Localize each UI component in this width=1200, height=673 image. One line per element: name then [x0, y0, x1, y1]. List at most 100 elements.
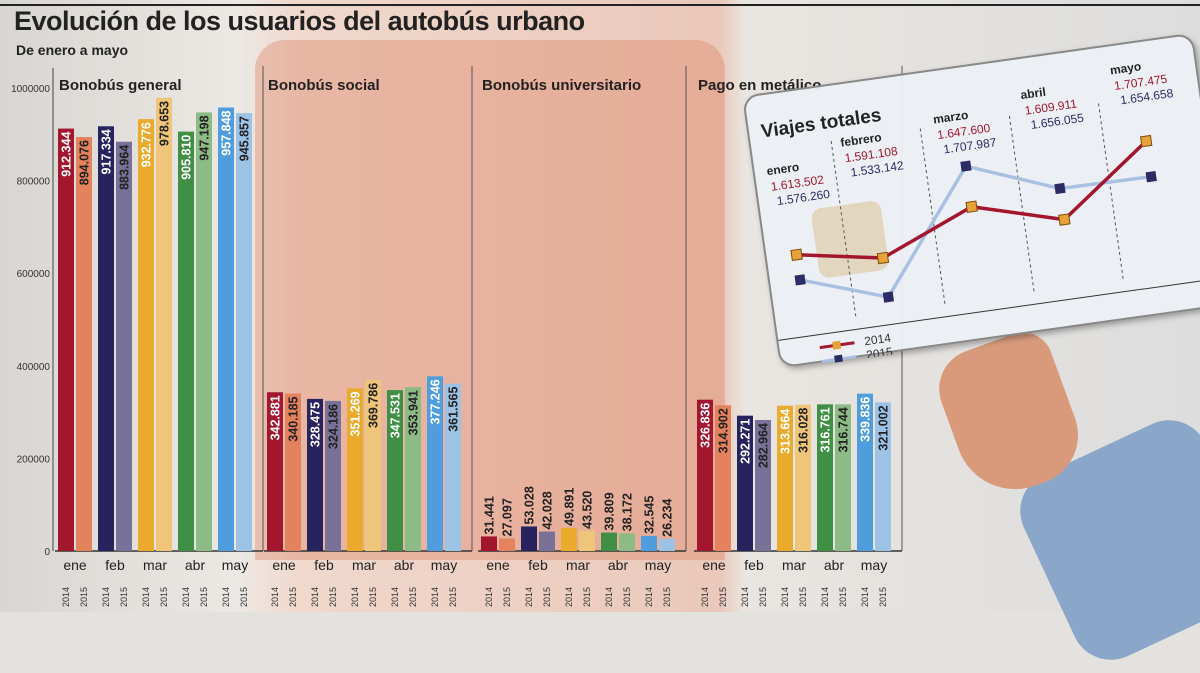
month-label: feb — [105, 557, 125, 573]
bar-abr-2015 — [196, 112, 212, 551]
year-label: 2015 — [328, 587, 338, 607]
marker-2015 — [882, 291, 895, 303]
bar-value-label: 339.836 — [859, 397, 873, 442]
bar-ene-2015 — [499, 538, 515, 551]
year-label: 2015 — [119, 587, 129, 607]
month-name: abril — [1020, 85, 1047, 102]
month-label: abr — [608, 557, 629, 573]
year-label: 2015 — [542, 587, 552, 607]
bar-value-label: 321.002 — [877, 405, 891, 450]
panel-title: Bonobús general — [59, 77, 182, 94]
y-tick-label: 600000 — [17, 269, 51, 280]
bar-abr-2014 — [178, 131, 194, 551]
bar-value-label: 932.776 — [140, 122, 154, 167]
bar-mar-2014 — [138, 119, 154, 552]
year-label: 2014 — [604, 587, 614, 607]
bar-value-label: 314.902 — [717, 408, 731, 453]
marker-2015 — [794, 274, 806, 286]
bar-may-2015 — [875, 402, 891, 551]
bar-ene-2014 — [481, 536, 497, 551]
bar-abr-2015 — [619, 533, 635, 551]
year-label: 2014 — [524, 587, 534, 607]
month-label: feb — [314, 557, 334, 573]
panel-title: Bonobús social — [268, 77, 380, 94]
bar-value-label: 292.271 — [739, 419, 753, 464]
year-label: 2014 — [860, 587, 870, 607]
legend-label: 2014 — [863, 331, 892, 349]
year-label: 2014 — [181, 587, 191, 607]
year-label: 2015 — [718, 587, 728, 607]
month-divider — [919, 128, 946, 307]
bar-value-label: 883.964 — [118, 145, 132, 190]
year-label: 2015 — [408, 587, 418, 607]
bar-value-label: 894.076 — [78, 140, 92, 185]
marker-2015 — [1054, 182, 1066, 195]
bar-value-label: 978.653 — [158, 101, 172, 146]
year-label: 2015 — [662, 587, 672, 607]
bar-feb-2015 — [539, 531, 555, 551]
bar-may-2014 — [218, 107, 234, 552]
month-label: mar — [143, 557, 167, 573]
bar-mar-2015 — [365, 379, 381, 551]
bar-value-label: 38.172 — [621, 493, 635, 531]
bar-ene-2014 — [697, 399, 713, 551]
legend-marker — [834, 354, 844, 364]
year-label: 2015 — [239, 587, 249, 607]
y-tick-label: 800000 — [17, 177, 51, 188]
y-tick-label: 400000 — [17, 362, 51, 373]
bar-value-label: 49.891 — [563, 488, 577, 526]
marker-2014 — [1058, 213, 1071, 226]
bar-may-2015 — [659, 538, 675, 551]
bar-ene-2015 — [76, 137, 92, 551]
bar-value-label: 53.028 — [523, 486, 537, 524]
bar-value-label: 905.810 — [180, 135, 194, 180]
bar-may-2014 — [857, 393, 873, 551]
year-label: 2015 — [288, 587, 298, 607]
year-label: 2014 — [101, 587, 111, 607]
year-label: 2014 — [484, 587, 494, 607]
bar-value-label: 316.744 — [837, 407, 851, 452]
bar-value-label: 377.246 — [429, 379, 443, 424]
bar-ene-2015 — [285, 393, 301, 551]
bar-value-label: 957.848 — [220, 110, 234, 155]
top-rule — [0, 4, 1200, 6]
bar-feb-2014 — [737, 415, 753, 551]
year-label: 2014 — [350, 587, 360, 607]
bar-may-2014 — [641, 535, 657, 551]
month-label: feb — [528, 557, 548, 573]
bar-feb-2014 — [307, 398, 323, 551]
bar-value-label: 353.941 — [407, 390, 421, 435]
page-subtitle: De enero a mayo — [16, 42, 129, 58]
month-divider — [1098, 103, 1125, 282]
year-label: 2014 — [310, 587, 320, 607]
month-name: mayo — [1109, 59, 1142, 77]
bar-value-label: 351.269 — [349, 391, 363, 436]
bar-value-label: 369.786 — [367, 383, 381, 428]
year-label: 2015 — [368, 587, 378, 607]
year-label: 2014 — [390, 587, 400, 607]
bar-feb-2015 — [116, 141, 132, 551]
bar-mar-2014 — [777, 405, 793, 551]
bar-value-label: 32.545 — [643, 496, 657, 534]
year-label: 2015 — [502, 587, 512, 607]
bar-value-label: 316.761 — [819, 407, 833, 452]
month-name: febrero — [839, 130, 882, 150]
month-name: enero — [766, 160, 800, 178]
bar-value-label: 326.836 — [699, 403, 713, 448]
month-label: may — [222, 557, 248, 573]
line-chart: Viajes totalesenero1.613.5021.576.260feb… — [760, 59, 1200, 364]
bar-value-label: 282.964 — [757, 423, 771, 468]
month-label: abr — [394, 557, 415, 573]
year-label: 2015 — [878, 587, 888, 607]
bar-ene-2014 — [58, 128, 74, 552]
bar-ene-2015 — [715, 405, 731, 551]
y-tick-label: 0 — [44, 547, 50, 558]
year-label: 2015 — [838, 587, 848, 607]
bar-value-label: 324.186 — [327, 404, 341, 449]
year-label: 2014 — [61, 587, 71, 607]
bar-ene-2014 — [267, 392, 283, 551]
bar-value-label: 347.531 — [389, 393, 403, 438]
bar-value-label: 26.234 — [661, 499, 675, 537]
panel-title: Bonobús universitario — [482, 77, 641, 94]
bar-feb-2014 — [98, 126, 114, 552]
